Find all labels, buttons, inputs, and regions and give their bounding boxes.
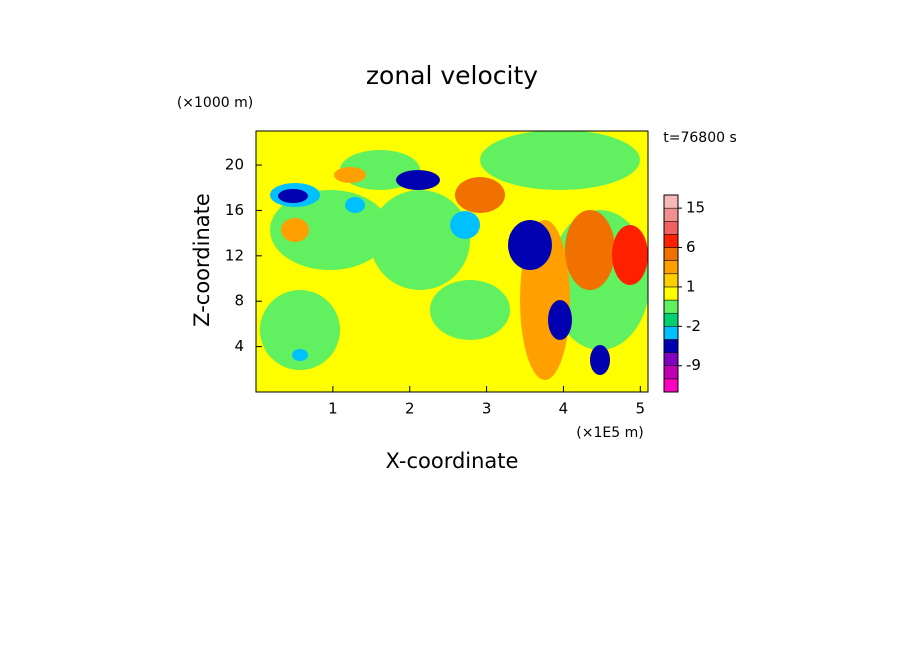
contour-region — [480, 131, 640, 190]
colorbar-segment — [663, 273, 679, 288]
colorbar-segment — [663, 378, 679, 393]
x-unit: (×1E5 m) — [576, 425, 643, 441]
contour-region — [430, 280, 510, 340]
chart-title: zonal velocity — [366, 61, 538, 90]
contour-region — [548, 300, 572, 340]
contour-region — [455, 177, 505, 213]
colorbar-segment — [663, 221, 679, 235]
y-tick-label: 4 — [234, 337, 244, 355]
contour-region — [565, 210, 615, 290]
colorbar-label: 1 — [686, 277, 696, 295]
time-annotation: t=76800 s — [663, 130, 737, 146]
colorbar-segment — [663, 286, 679, 301]
contour-region — [281, 218, 309, 242]
y-tick-label: 20 — [225, 156, 244, 174]
colorbar-label: -2 — [686, 317, 701, 335]
contour-region — [612, 225, 648, 285]
contour-region — [396, 170, 440, 190]
contour-region — [292, 349, 308, 361]
x-tick-label: 1 — [328, 400, 338, 418]
contour-region — [278, 189, 308, 203]
colorbar-segment — [663, 247, 679, 261]
colorbar-segment — [663, 339, 679, 353]
contour-field — [256, 131, 648, 392]
contour-region — [508, 220, 552, 270]
contour-region — [334, 167, 366, 183]
colorbar-segment — [663, 352, 679, 366]
x-tick-label: 4 — [559, 400, 569, 418]
contour-region — [345, 197, 365, 213]
colorbar-segment — [663, 194, 679, 209]
contour-region — [260, 290, 340, 370]
x-tick-label: 3 — [482, 400, 492, 418]
y-tick-label: 12 — [225, 246, 244, 264]
colorbar-label: 15 — [686, 199, 705, 217]
x-tick-label: 2 — [405, 400, 415, 418]
contour-region — [590, 345, 610, 375]
colorbar-segment — [663, 234, 679, 248]
y-unit: (×1000 m) — [177, 95, 253, 111]
contour-region — [450, 211, 480, 239]
y-tick-label: 8 — [234, 292, 244, 310]
plot-frame — [255, 130, 649, 393]
colorbar-segment — [663, 365, 679, 380]
x-tick-label: 5 — [636, 400, 646, 418]
colorbar-segment — [663, 312, 679, 327]
colorbar-label: -9 — [686, 356, 701, 374]
colorbar-segment — [663, 326, 679, 340]
colorbar-segment — [663, 299, 679, 314]
contour-region — [370, 190, 470, 290]
colorbar-frame — [663, 194, 679, 393]
y-tick-label: 16 — [225, 201, 244, 219]
colorbar-label: 6 — [686, 238, 696, 256]
colorbar-segment — [663, 260, 679, 275]
y-axis-label: Z-coordinate — [190, 193, 214, 327]
x-axis-label: X-coordinate — [386, 449, 519, 473]
colorbar-segment — [663, 207, 679, 222]
